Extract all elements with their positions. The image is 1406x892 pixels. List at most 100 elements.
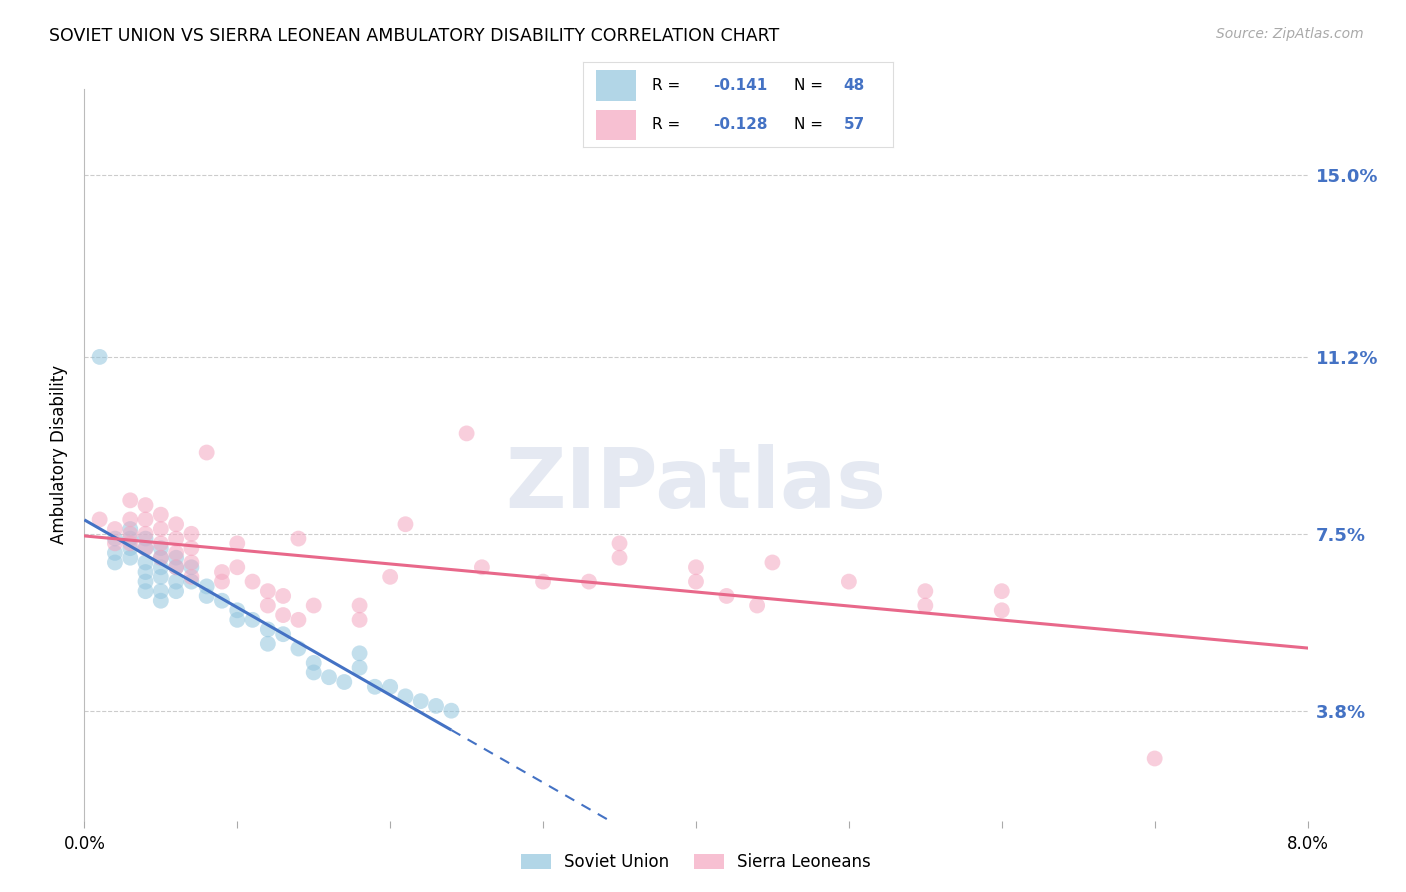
Point: [257, 637, 280, 651]
Text: -0.141: -0.141: [713, 78, 768, 93]
Point: [165, 517, 187, 532]
Point: [302, 656, 325, 670]
Point: [165, 574, 187, 589]
Point: [180, 574, 202, 589]
Y-axis label: Ambulatory Disability: Ambulatory Disability: [51, 366, 69, 544]
Point: [287, 532, 309, 546]
Point: [271, 589, 294, 603]
Point: [242, 613, 264, 627]
Point: [135, 512, 157, 526]
Point: [226, 560, 249, 574]
Point: [195, 579, 218, 593]
Point: [302, 599, 325, 613]
Point: [135, 532, 157, 546]
Legend: Soviet Union, Sierra Leoneans: Soviet Union, Sierra Leoneans: [515, 847, 877, 878]
Point: [991, 603, 1014, 617]
Point: [838, 574, 860, 589]
Point: [609, 550, 631, 565]
Point: [349, 660, 371, 674]
Point: [349, 646, 371, 660]
Point: [120, 532, 142, 546]
Point: [165, 560, 187, 574]
Point: [685, 574, 707, 589]
Point: [242, 574, 264, 589]
Point: [120, 493, 142, 508]
Point: [180, 556, 202, 570]
Point: [149, 522, 172, 536]
Point: [135, 541, 157, 556]
Point: [149, 536, 172, 550]
Point: [180, 541, 202, 556]
Point: [914, 584, 936, 599]
Point: [104, 536, 127, 550]
Point: [394, 517, 416, 532]
Point: [349, 599, 371, 613]
Point: [302, 665, 325, 680]
Point: [271, 627, 294, 641]
Point: [120, 550, 142, 565]
Point: [120, 512, 142, 526]
Point: [135, 584, 157, 599]
Point: [165, 584, 187, 599]
Point: [456, 426, 478, 441]
Point: [89, 512, 111, 526]
Point: [394, 690, 416, 704]
Point: [195, 445, 218, 459]
Point: [104, 556, 127, 570]
Point: [89, 350, 111, 364]
Point: [165, 532, 187, 546]
Point: [149, 508, 172, 522]
Point: [165, 546, 187, 560]
Point: [271, 608, 294, 623]
Point: [149, 570, 172, 584]
Text: 57: 57: [844, 117, 865, 132]
Point: [761, 556, 783, 570]
Point: [180, 526, 202, 541]
Text: ZIPatlas: ZIPatlas: [506, 443, 886, 524]
Point: [364, 680, 387, 694]
Point: [747, 599, 769, 613]
Point: [165, 550, 187, 565]
Point: [120, 541, 142, 556]
Point: [716, 589, 738, 603]
Point: [257, 584, 280, 599]
Point: [180, 560, 202, 574]
Point: [257, 599, 280, 613]
Point: [120, 522, 142, 536]
FancyBboxPatch shape: [596, 70, 636, 101]
Text: Source: ZipAtlas.com: Source: ZipAtlas.com: [1216, 27, 1364, 41]
Text: R =: R =: [651, 78, 685, 93]
Point: [287, 641, 309, 656]
Point: [120, 526, 142, 541]
Text: 48: 48: [844, 78, 865, 93]
Point: [165, 560, 187, 574]
Point: [211, 574, 233, 589]
Point: [104, 532, 127, 546]
Point: [135, 556, 157, 570]
Point: [135, 565, 157, 579]
FancyBboxPatch shape: [596, 110, 636, 140]
Text: R =: R =: [651, 117, 685, 132]
Point: [104, 546, 127, 560]
Point: [135, 574, 157, 589]
Point: [226, 603, 249, 617]
Point: [149, 550, 172, 565]
Point: [531, 574, 554, 589]
Point: [135, 541, 157, 556]
Point: [226, 536, 249, 550]
Point: [211, 565, 233, 579]
Point: [440, 704, 463, 718]
Point: [226, 613, 249, 627]
Point: [180, 570, 202, 584]
Point: [991, 584, 1014, 599]
Point: [578, 574, 600, 589]
Point: [135, 526, 157, 541]
Point: [149, 593, 172, 607]
Text: -0.128: -0.128: [713, 117, 768, 132]
Point: [333, 675, 356, 690]
Point: [120, 536, 142, 550]
Point: [149, 560, 172, 574]
Point: [409, 694, 432, 708]
Point: [149, 550, 172, 565]
Point: [135, 498, 157, 512]
